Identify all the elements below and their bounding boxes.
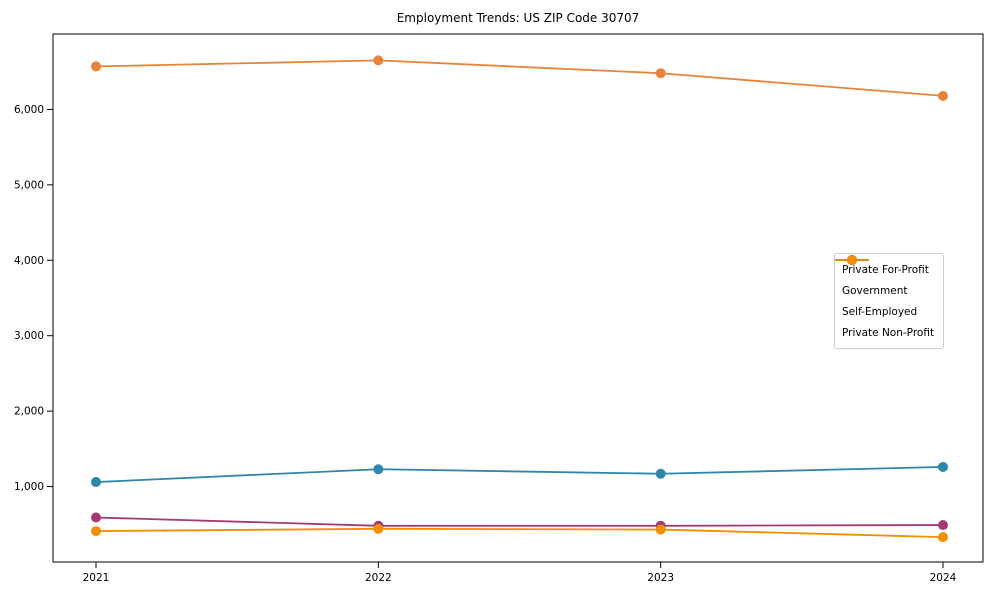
legend-item-private-non-profit: Private Non-Profit: [835, 255, 935, 343]
x-tick-label: 2023: [647, 572, 674, 584]
legend-label: Self-Employed: [842, 305, 918, 318]
plot-area-border: [52, 33, 984, 563]
data-point-self-employed: [938, 520, 948, 531]
y-tick-label: 3,000: [14, 330, 44, 342]
y-tick-label: 4,000: [14, 255, 44, 267]
data-point-self-employed: [91, 512, 101, 523]
y-tick-label: 5,000: [14, 179, 44, 191]
chart-legend: Private For-Profit Government Self-Employe…: [834, 253, 945, 349]
data-point-private-non-profit: [91, 526, 101, 537]
data-point-private-non-profit: [373, 523, 384, 534]
data-point-government: [91, 477, 101, 488]
legend-label: Government: [842, 284, 908, 297]
y-tick-label: 6,000: [14, 104, 44, 116]
x-tick-label: 2024: [930, 572, 957, 584]
legend-marker-private-non-profit: [835, 255, 869, 265]
data-point-government: [938, 461, 948, 472]
data-point-private-non-profit: [938, 532, 948, 543]
y-tick-label: 1,000: [14, 481, 44, 493]
data-point-private-for-profit: [91, 61, 101, 72]
series-line-private-non-profit: [95, 527, 944, 539]
chart-title: Employment Trends: US ZIP Code 30707: [396, 11, 640, 25]
data-point-government: [655, 468, 666, 479]
legend-item-self-employed: Self-Employed: [835, 255, 934, 322]
legend-label: Private For-Profit: [842, 263, 929, 276]
x-tick-label: 2021: [83, 572, 110, 584]
x-tick-label: 2022: [365, 572, 392, 584]
series-line-self-employed: [95, 516, 944, 527]
data-point-government: [373, 464, 384, 475]
data-point-private-non-profit: [655, 524, 666, 535]
series-line-private-for-profit: [95, 59, 944, 97]
data-point-private-for-profit: [938, 90, 948, 101]
data-point-private-for-profit: [373, 55, 384, 66]
legend-item-government: Government: [835, 255, 934, 301]
y-tick-label: 2,000: [14, 406, 44, 418]
legend-label: Private Non-Profit: [842, 326, 935, 339]
data-point-private-for-profit: [655, 68, 666, 79]
series-line-government: [95, 466, 944, 483]
